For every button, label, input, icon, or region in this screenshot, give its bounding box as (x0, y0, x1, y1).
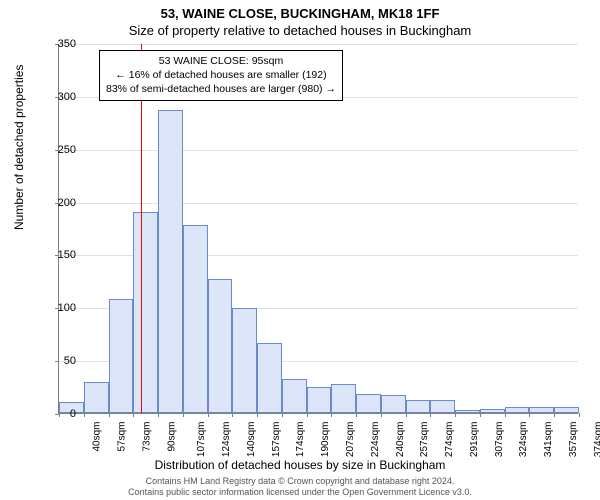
histogram-bar (356, 394, 381, 413)
y-tick-label: 0 (70, 408, 76, 420)
x-tick-mark (133, 413, 134, 417)
x-tick-label: 90sqm (166, 422, 177, 452)
x-tick-mark (529, 413, 530, 417)
x-tick-mark (406, 413, 407, 417)
histogram-bar (529, 407, 554, 413)
x-tick-mark (109, 413, 110, 417)
chart-container: 53, WAINE CLOSE, BUCKINGHAM, MK18 1FF Si… (0, 0, 600, 500)
x-tick-label: 207sqm (345, 422, 356, 458)
x-tick-label: 374sqm (593, 422, 600, 458)
x-tick-mark (381, 413, 382, 417)
x-tick-mark (356, 413, 357, 417)
histogram-bar (480, 409, 505, 413)
x-tick-mark (59, 413, 60, 417)
histogram-bar (232, 308, 257, 413)
x-tick-mark (208, 413, 209, 417)
x-tick-label: 73sqm (141, 422, 152, 452)
x-tick-mark (554, 413, 555, 417)
x-tick-label: 274sqm (444, 422, 455, 458)
x-tick-mark (183, 413, 184, 417)
x-tick-label: 190sqm (320, 422, 331, 458)
plot-area: 53 WAINE CLOSE: 95sqm ← 16% of detached … (58, 44, 578, 414)
histogram-bar (331, 384, 356, 413)
x-tick-label: 224sqm (370, 422, 381, 458)
histogram-bar (307, 387, 332, 413)
footer-line1: Contains HM Land Registry data © Crown c… (0, 476, 600, 487)
histogram-bar (183, 225, 208, 413)
x-tick-label: 357sqm (568, 422, 579, 458)
histogram-bar (257, 343, 282, 413)
annotation-box: 53 WAINE CLOSE: 95sqm ← 16% of detached … (99, 50, 343, 101)
x-tick-label: 140sqm (246, 422, 257, 458)
histogram-bar (406, 400, 431, 413)
x-tick-label: 124sqm (221, 422, 232, 458)
histogram-bar (208, 279, 233, 413)
x-tick-label: 341sqm (543, 422, 554, 458)
histogram-bar (84, 382, 109, 413)
x-tick-label: 257sqm (419, 422, 430, 458)
y-tick-label: 50 (64, 355, 76, 367)
annotation-line3: 83% of semi-detached houses are larger (… (106, 82, 336, 96)
annotation-line2: ← 16% of detached houses are smaller (19… (106, 68, 336, 82)
title-sub: Size of property relative to detached ho… (0, 21, 600, 40)
y-tick-label: 300 (58, 91, 76, 103)
histogram-bar (381, 395, 406, 413)
x-tick-mark (430, 413, 431, 417)
x-tick-label: 324sqm (518, 422, 529, 458)
gridline (59, 44, 578, 45)
x-tick-label: 240sqm (395, 422, 406, 458)
x-tick-mark (158, 413, 159, 417)
x-tick-mark (257, 413, 258, 417)
y-tick-label: 250 (58, 144, 76, 156)
histogram-bar (109, 299, 134, 413)
x-tick-mark (282, 413, 283, 417)
x-tick-mark (455, 413, 456, 417)
x-tick-mark (232, 413, 233, 417)
x-tick-mark (579, 413, 580, 417)
gridline (59, 150, 578, 151)
histogram-bar (455, 410, 480, 413)
x-tick-mark (307, 413, 308, 417)
y-tick-label: 350 (58, 38, 76, 50)
histogram-bar (133, 212, 158, 413)
histogram-bar (554, 407, 579, 413)
gridline (59, 203, 578, 204)
histogram-bar (282, 379, 307, 413)
title-main: 53, WAINE CLOSE, BUCKINGHAM, MK18 1FF (0, 0, 600, 21)
y-tick-label: 200 (58, 197, 76, 209)
x-tick-label: 291sqm (469, 422, 480, 458)
histogram-bar (158, 110, 183, 413)
x-tick-mark (480, 413, 481, 417)
x-tick-mark (505, 413, 506, 417)
x-tick-label: 57sqm (117, 422, 128, 452)
footer-line2: Contains public sector information licen… (0, 487, 600, 498)
y-axis-label: Number of detached properties (12, 65, 26, 230)
y-tick-label: 100 (58, 302, 76, 314)
x-tick-mark (84, 413, 85, 417)
x-tick-label: 157sqm (271, 422, 282, 458)
y-tick-label: 150 (58, 249, 76, 261)
annotation-line1: 53 WAINE CLOSE: 95sqm (106, 54, 336, 68)
x-tick-mark (331, 413, 332, 417)
histogram-bar (430, 400, 455, 413)
histogram-bar (505, 407, 530, 413)
y-tick-mark (55, 361, 59, 362)
x-tick-label: 40sqm (92, 422, 103, 452)
x-tick-label: 107sqm (197, 422, 208, 458)
x-axis-label: Distribution of detached houses by size … (0, 458, 600, 472)
footer: Contains HM Land Registry data © Crown c… (0, 476, 600, 498)
x-tick-label: 174sqm (296, 422, 307, 458)
x-tick-label: 307sqm (494, 422, 505, 458)
